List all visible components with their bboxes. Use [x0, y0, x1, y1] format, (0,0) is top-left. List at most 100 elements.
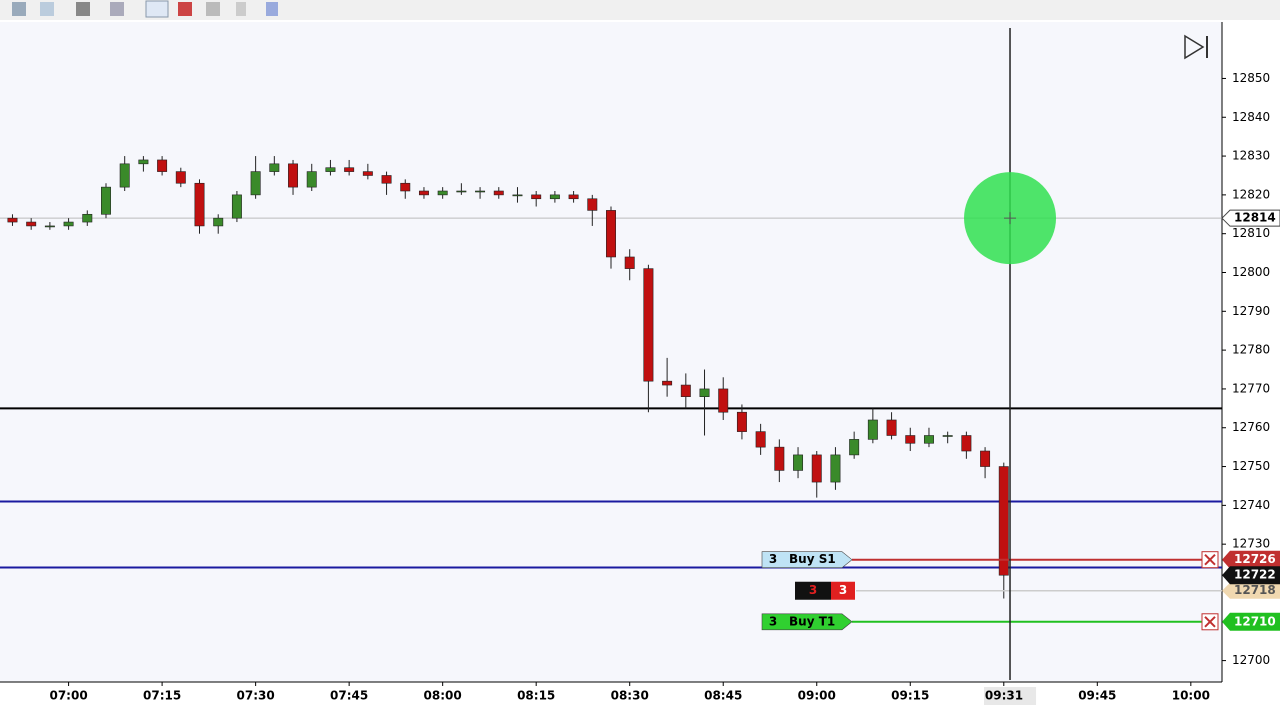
y-tick-label: 12730 [1232, 537, 1270, 551]
candle-body [213, 217, 224, 227]
y-tick-label: 12850 [1232, 71, 1270, 85]
candle-body [980, 450, 991, 467]
candle-body [793, 454, 804, 471]
order-tag [761, 551, 853, 568]
candle-body [418, 190, 429, 196]
position-filled: 3 [839, 583, 847, 597]
order-tag [761, 613, 853, 631]
x-tick-label: 08:00 [424, 689, 462, 703]
crosshair-time-box [984, 687, 1037, 705]
candle-body [830, 454, 841, 483]
x-tick-label: 10:00 [1172, 689, 1210, 703]
x-tick-label: 08:15 [517, 689, 555, 703]
x-tick-label: 09:00 [798, 689, 836, 703]
x-tick-label: 07:30 [237, 689, 275, 703]
y-tick-label: 12700 [1232, 653, 1270, 667]
candle-body [587, 198, 598, 211]
tool-icon[interactable] [110, 2, 124, 16]
order-cancel[interactable] [1201, 613, 1219, 631]
order-price-tag [1222, 612, 1280, 631]
x-tick-label: 09:15 [891, 689, 929, 703]
candle-body [755, 431, 766, 448]
candle-body [606, 210, 616, 258]
position-price-tag [1222, 582, 1280, 599]
plot-area [0, 22, 1222, 682]
candle-body [44, 225, 55, 228]
candle-body [344, 167, 355, 172]
x-tick-label: 07:15 [143, 689, 181, 703]
candle-body [175, 171, 186, 184]
candle-body [306, 171, 317, 188]
candle-body [718, 388, 729, 413]
candle-body [381, 175, 392, 184]
candle-body [549, 194, 560, 200]
crosshair-price-label: 12814 [1234, 211, 1276, 225]
crosshair-time-label: 09:31 [985, 689, 1023, 703]
candle-body [886, 419, 897, 436]
order-qty: 3 [769, 552, 777, 566]
x-tick-label: 07:00 [49, 689, 87, 703]
tool-icon[interactable] [266, 2, 278, 16]
y-tick-label: 12740 [1232, 498, 1270, 512]
candle-body [101, 186, 111, 215]
tool-icon[interactable] [145, 0, 169, 18]
toolbar [0, 0, 1280, 20]
candle-body [699, 388, 710, 397]
tool-icon[interactable] [236, 2, 246, 16]
candle-body [680, 384, 691, 397]
y-tick-label: 12750 [1232, 459, 1270, 473]
candle-body [998, 466, 1009, 576]
tool-icon[interactable] [12, 2, 26, 16]
candle-body [63, 221, 74, 227]
x-tick-label: 08:45 [704, 689, 742, 703]
tool-icon[interactable] [76, 2, 90, 16]
position-price-label: 12718 [1234, 583, 1276, 597]
position-qty: 3 [809, 583, 817, 597]
play-button[interactable] [1184, 34, 1208, 60]
candle-body [624, 256, 635, 269]
candle-body [437, 190, 448, 196]
candle-body [811, 454, 822, 483]
candle-body [250, 171, 261, 196]
candle-body [362, 171, 373, 176]
x-tick-label: 09:45 [1078, 689, 1116, 703]
candle-body [774, 446, 785, 471]
last-price-label: 12722 [1234, 568, 1276, 582]
y-tick-label: 12790 [1232, 304, 1270, 318]
candle-body [493, 190, 504, 196]
candle-body [568, 194, 579, 200]
position-filled-box [831, 581, 855, 600]
candle-body [7, 217, 18, 223]
y-tick-label: 12830 [1232, 149, 1270, 163]
y-tick-label: 12760 [1232, 420, 1270, 434]
candle-body [867, 419, 878, 440]
tool-icon[interactable] [178, 2, 192, 16]
order-label: Buy S1 [789, 552, 836, 566]
y-tick-label: 12810 [1232, 226, 1270, 240]
candle-body [905, 435, 916, 444]
candle-body [325, 167, 336, 172]
play-icon[interactable] [1184, 34, 1205, 60]
candle-body [231, 194, 242, 219]
candle-body [456, 190, 467, 193]
x-tick-label: 08:30 [611, 689, 649, 703]
order-qty: 3 [769, 614, 777, 628]
candle-body [923, 435, 934, 444]
candle-body [942, 435, 953, 437]
y-tick-label: 12820 [1232, 187, 1270, 201]
tool-icon[interactable] [206, 2, 220, 16]
order-label: Buy T1 [789, 614, 835, 628]
candle-body [475, 190, 486, 193]
tool-icon[interactable] [40, 2, 54, 16]
order-cancel[interactable] [1201, 551, 1219, 569]
candle-body [961, 435, 972, 452]
candle-body [288, 163, 299, 188]
candle-body [849, 439, 860, 456]
cancel-x [1204, 553, 1216, 566]
y-tick-label: 12800 [1232, 265, 1270, 279]
candle-body [662, 380, 673, 386]
candle-body [26, 221, 37, 227]
order-price-label: 12726 [1234, 552, 1276, 566]
